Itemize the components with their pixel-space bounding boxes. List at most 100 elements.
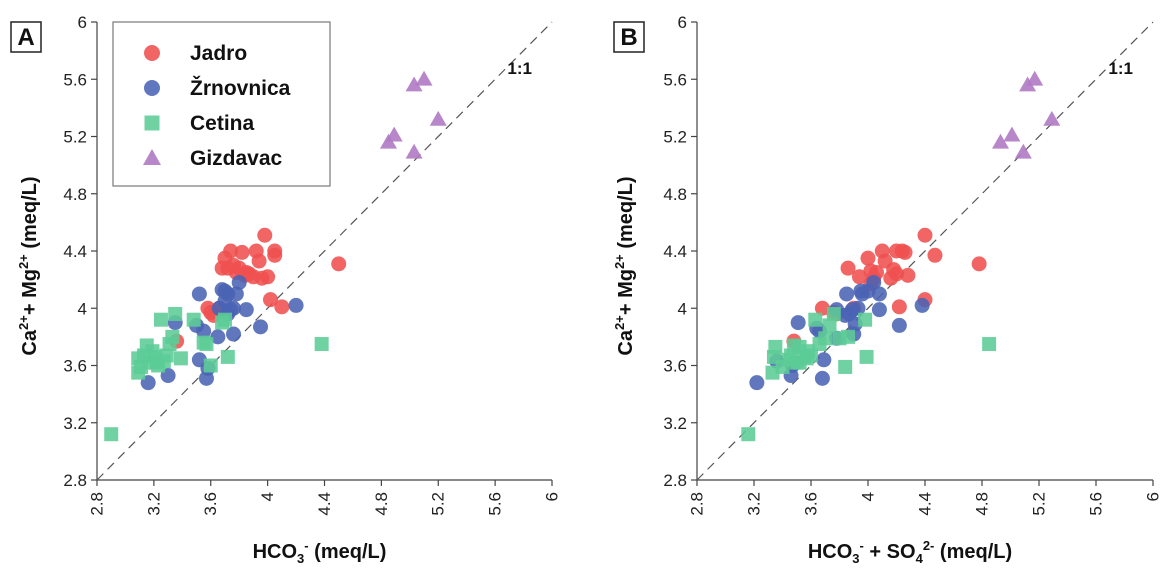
point-zrnovnica [196, 323, 212, 339]
y-tick-label: 5.6 [663, 70, 687, 89]
point-cetina [165, 329, 180, 344]
point-jadro [200, 300, 216, 316]
point-cetina [741, 427, 756, 442]
y-tick-label: 4.8 [63, 185, 87, 204]
point-zrnovnica [749, 375, 765, 391]
y-axis-label: Ca2++ Mg2+ (meq/L) [612, 176, 637, 355]
y-tick-label: 3.6 [63, 357, 87, 376]
panel-letter-box [10, 21, 42, 53]
point-zrnovnica [253, 319, 269, 335]
x-axis-label: HCO3- + SO42- (meq/L) [808, 538, 1012, 566]
y-tick-label: 5.2 [63, 128, 87, 147]
point-zrnovnica [228, 286, 244, 302]
y-tick-label: 2.8 [663, 471, 687, 490]
point-jadro [257, 227, 273, 243]
y-tick-label: 5.2 [663, 128, 687, 147]
point-jadro [900, 267, 916, 283]
point-jadro [814, 300, 830, 316]
legend-marker-gizdavac [143, 149, 161, 165]
x-tick-label: 3.2 [744, 492, 763, 516]
one-to-one-line [696, 21, 1154, 481]
legend-marker-cetina [144, 115, 160, 131]
point-jadro [234, 244, 250, 260]
one-to-one-line [96, 21, 553, 481]
point-zrnovnica [871, 286, 887, 302]
point-cetina [826, 306, 841, 321]
point-cetina [838, 359, 853, 374]
point-cetina [220, 349, 235, 364]
point-cetina [808, 312, 823, 327]
x-tick-label: 2.8 [687, 492, 706, 516]
point-gizdavac [1026, 70, 1044, 86]
legend-marker-zrnovnica [144, 80, 160, 96]
point-jadro [223, 243, 239, 259]
one-to-one-label: 1:1 [507, 59, 532, 78]
point-jadro [267, 247, 283, 263]
point-jadro [917, 227, 933, 243]
point-zrnovnica [866, 274, 882, 290]
point-zrnovnica [816, 352, 832, 368]
point-gizdavac [1014, 143, 1032, 159]
x-tick-label: 3.6 [801, 492, 820, 516]
panel-letter-box [613, 21, 645, 53]
point-cetina [173, 351, 188, 366]
point-zrnovnica [288, 297, 304, 313]
point-zrnovnica [839, 286, 855, 302]
point-jadro [251, 253, 267, 269]
y-tick-label: 6 [678, 13, 687, 32]
legend-label: Jadro [190, 42, 247, 65]
point-cetina [159, 348, 174, 363]
x-tick-label: 6 [1143, 492, 1161, 501]
y-tick-label: 2.8 [63, 471, 87, 490]
panel-b: 2.8 3.2 3.6 4 4.4 4.8 5.2 5.6 6 2.8 3.2 3.6 4 4.4 4.8 5… [612, 13, 1161, 566]
legend-label: Žrnovnica [190, 76, 291, 100]
point-cetina [168, 306, 183, 321]
point-zrnovnica [871, 302, 887, 318]
point-cetina [792, 355, 807, 370]
point-jadro [889, 266, 904, 282]
point-jadro [840, 260, 856, 276]
point-zrnovnica [231, 274, 247, 290]
point-zrnovnica [226, 300, 241, 316]
point-cetina [186, 312, 201, 327]
point-gizdavac [405, 143, 423, 159]
point-cetina [822, 318, 837, 333]
x-tick-label: 3.2 [144, 492, 163, 516]
x-tick-label: 2.8 [87, 492, 106, 516]
point-cetina [217, 312, 232, 327]
point-cetina [314, 337, 329, 352]
point-cetina [859, 349, 874, 364]
point-jadro [891, 299, 907, 315]
point-zrnovnica [217, 283, 233, 299]
y-tick-label: 4.4 [663, 242, 687, 261]
point-cetina [153, 312, 168, 327]
legend: Jadro Žrnovnica Cetina Gizdavac [112, 21, 331, 187]
x-tick-label: 4 [858, 492, 877, 501]
point-cetina [858, 312, 873, 327]
point-zrnovnica [814, 370, 830, 386]
legend-label: Cetina [190, 112, 255, 135]
x-tick-label: 4.8 [972, 492, 991, 516]
y-tick-label: 4 [78, 299, 87, 318]
point-cetina [841, 329, 856, 344]
point-zrnovnica [891, 317, 907, 333]
point-gizdavac [429, 110, 447, 126]
point-zrnovnica [238, 302, 254, 318]
point-zrnovnica [850, 300, 866, 316]
point-cetina [982, 337, 997, 352]
y-tick-label: 5.6 [63, 70, 87, 89]
x-tick-label: 4.8 [372, 492, 391, 516]
point-zrnovnica [210, 329, 226, 345]
y-tick-label: 3.2 [663, 414, 687, 433]
panel-letter: A [17, 24, 34, 51]
point-gizdavac [385, 126, 403, 142]
point-jadro [262, 292, 278, 308]
point-jadro [860, 250, 876, 266]
x-tick-label: 6 [542, 492, 561, 501]
point-cetina [203, 358, 218, 373]
x-axis-label: HCO3- (meq/L) [253, 538, 387, 566]
y-tick-label: 4.4 [63, 242, 87, 261]
point-zrnovnica [790, 315, 806, 331]
point-zrnovnica [226, 326, 241, 342]
point-jadro [971, 256, 987, 272]
